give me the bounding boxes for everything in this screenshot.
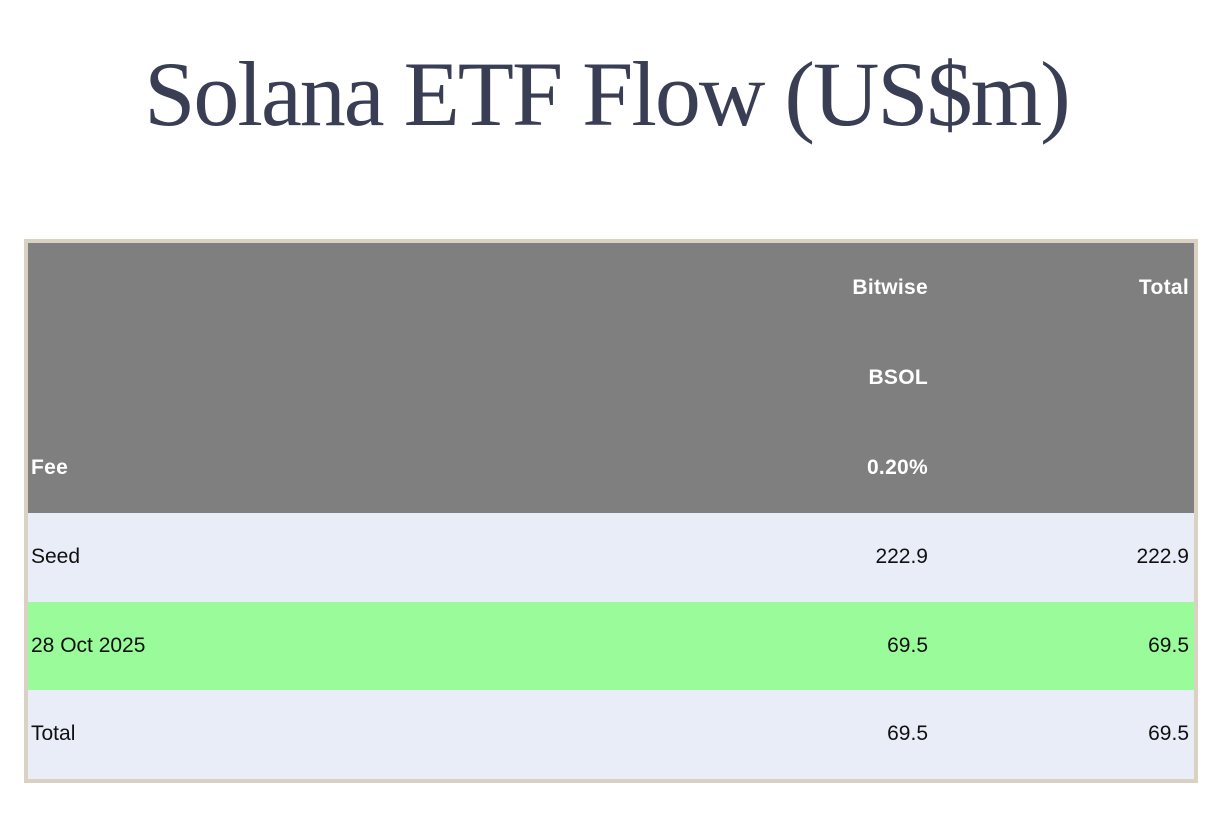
header-cell-total: Total xyxy=(1138,276,1189,299)
total-value: 69.5 xyxy=(1148,633,1189,657)
header-cell-issuer: Bitwise xyxy=(852,276,928,299)
table-header-row-fee: Fee 0.20% xyxy=(28,423,1194,513)
table-header-row-issuer: Bitwise Total xyxy=(28,243,1194,333)
total-value: 69.5 xyxy=(1148,722,1189,746)
table-row-total: Total 69.5 69.5 xyxy=(28,690,1194,779)
row-label: 28 Oct 2025 xyxy=(31,633,146,657)
header-cell-ticker: BSOL xyxy=(868,366,928,389)
header-cell-fee-value: 0.20% xyxy=(866,456,928,479)
bitwise-value: 222.9 xyxy=(875,545,928,569)
bitwise-value: 69.5 xyxy=(887,722,928,746)
table-row-latest-day-highlighted: 28 Oct 2025 69.5 69.5 xyxy=(28,601,1194,691)
row-label: Total xyxy=(31,722,76,746)
row-label: Seed xyxy=(31,545,81,569)
total-value: 222.9 xyxy=(1136,545,1189,569)
header-cell-fee-label: Fee xyxy=(31,456,69,479)
table-row-seed: Seed 222.9 222.9 xyxy=(28,513,1194,602)
etf-flow-table: Bitwise Total BSOL Fee 0.20% Seed 222.9 … xyxy=(24,239,1198,783)
bitwise-value: 69.5 xyxy=(887,633,928,657)
page-title: Solana ETF Flow (US$m) xyxy=(144,43,1071,145)
table-header-row-ticker: BSOL xyxy=(28,333,1194,423)
